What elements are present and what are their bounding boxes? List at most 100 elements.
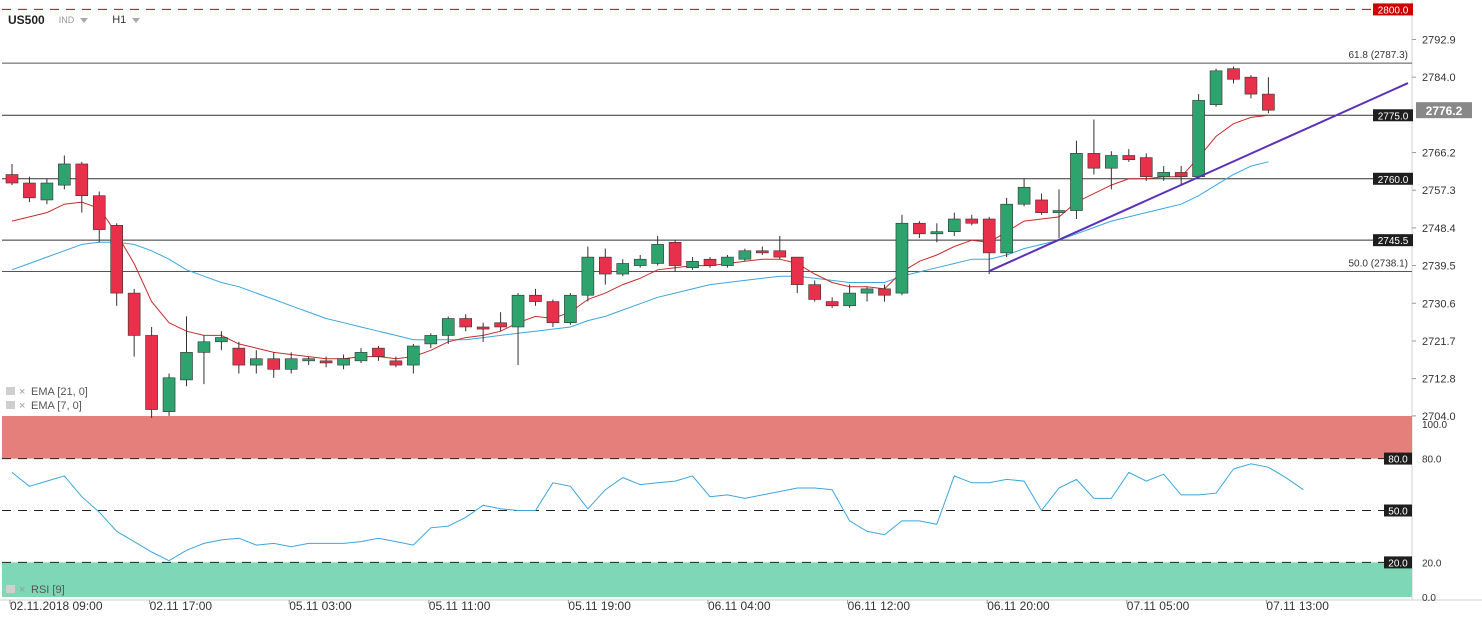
bull-candle: [686, 261, 699, 268]
bear-candle: [703, 258, 717, 266]
level-label: 2775.0: [1378, 111, 1409, 122]
time-tick-label: 05.11 19:00: [568, 599, 631, 613]
bear-candle: [1122, 155, 1136, 161]
bear-candle: [389, 360, 403, 366]
bull-candle: [407, 345, 420, 366]
symbol-label[interactable]: US500: [8, 13, 45, 27]
time-tick-label: 02.11.2018 09:00: [10, 599, 103, 613]
bear-candle: [232, 347, 246, 366]
bull-candle: [180, 352, 193, 381]
time-tick-label: 05.11 11:00: [429, 599, 491, 613]
price-tick-label: 2712.8: [1422, 374, 1456, 386]
price-tick-label: 2792.9: [1422, 34, 1456, 46]
indicator-remove-icon[interactable]: ×: [19, 400, 25, 412]
level-label: 2745.5: [1378, 236, 1409, 247]
time-tick-label: 05.11 03:00: [289, 599, 352, 613]
bear-candle: [5, 174, 19, 184]
time-tick-label: 07.11 13:00: [1266, 599, 1329, 613]
bear-candle: [773, 250, 787, 258]
bull-candle: [40, 182, 54, 201]
price-tick-label: 2739.5: [1422, 261, 1456, 273]
bear-candle: [913, 222, 926, 235]
bear-candle: [23, 182, 36, 199]
bear-candle: [75, 163, 89, 197]
bull-candle: [58, 163, 71, 186]
bear-candle: [476, 326, 490, 330]
ema7-line: [11, 114, 1269, 360]
bear-candle: [1139, 157, 1153, 177]
rsi-level-label-bg: [1384, 504, 1412, 517]
bull-candle: [511, 294, 525, 328]
bull-candle: [197, 341, 211, 353]
bull-candle: [354, 352, 368, 362]
rsi-tick-label: 100.0: [1422, 420, 1447, 431]
price-tick-label: 2721.7: [1422, 336, 1456, 348]
price-tick-label: 2757.3: [1422, 185, 1456, 197]
bear-candle: [127, 292, 141, 336]
bull-candle: [860, 288, 874, 294]
bear-candle: [1035, 199, 1048, 213]
instrument-dropdown-icon[interactable]: [80, 17, 89, 23]
level-label: 2760.0: [1378, 175, 1409, 186]
bear-candle: [756, 250, 769, 254]
bear-candle: [1244, 76, 1258, 95]
bear-candle: [92, 195, 106, 230]
indicator-remove-icon[interactable]: ×: [19, 584, 25, 596]
bull-candle: [215, 337, 228, 343]
rsi-oversold-zone: [2, 562, 1412, 597]
timeframe-label[interactable]: H1: [112, 14, 127, 26]
bull-candle: [651, 244, 664, 264]
bull-candle: [1052, 210, 1066, 213]
bear-candle: [372, 347, 385, 357]
rsi-level-label: 80.0: [1388, 455, 1408, 466]
fib-level-label: 61.8 (2787.3): [1349, 50, 1409, 61]
bear-candle: [1174, 172, 1188, 177]
ema21-legend-label: EMA [21, 0]: [31, 386, 88, 398]
level-label-bg: [1373, 234, 1413, 247]
bull-candle: [947, 218, 961, 233]
level-label-bg: [1373, 109, 1413, 122]
rsi-level-label: 20.0: [1388, 558, 1408, 569]
bull-candle: [1157, 172, 1170, 177]
rsi-tick-label: 20.0: [1422, 558, 1442, 569]
bull-candle: [633, 258, 647, 266]
rsi-tick-label: 0.0: [1422, 593, 1436, 604]
price-tick-label: 2748.4: [1422, 223, 1456, 235]
level-label-bg: [1373, 172, 1413, 185]
indicator-remove-icon[interactable]: ×: [19, 386, 25, 398]
bull-candle: [284, 358, 298, 370]
time-tick-label: 07.11 05:00: [1127, 599, 1190, 613]
bull-candle: [843, 292, 856, 307]
price-tick-label: 2730.6: [1422, 298, 1456, 310]
time-tick-label: 06.11 04:00: [708, 599, 771, 613]
time-tick-label: 06.11 20:00: [987, 599, 1050, 613]
timeframe-dropdown-icon[interactable]: [132, 17, 141, 23]
bear-candle: [267, 358, 281, 370]
bear-candle: [459, 318, 473, 328]
indicator-settings-icon[interactable]: [6, 585, 15, 593]
bull-candle: [1192, 100, 1205, 177]
bear-candle: [878, 288, 891, 296]
rsi-legend-label: RSI [9]: [31, 584, 65, 596]
price-tick-label: 2766.2: [1422, 148, 1456, 160]
bull-candle: [1105, 155, 1118, 169]
trendline: [988, 82, 1409, 272]
fib-level-label: 50.0 (2738.1): [1349, 259, 1409, 270]
bull-candle: [424, 335, 438, 345]
indicator-settings-icon[interactable]: [6, 387, 15, 395]
bear-candle: [1262, 93, 1275, 111]
bear-candle: [529, 294, 542, 302]
bear-candle: [546, 301, 560, 324]
bear-candle: [668, 241, 682, 266]
chart-header: US500 IND H1: [8, 11, 146, 29]
bull-candle: [1209, 70, 1223, 105]
last-price-label: 2776.2: [1426, 104, 1463, 118]
rsi-level-label-bg: [1384, 556, 1412, 569]
bull-candle: [895, 222, 909, 294]
indicator-settings-icon[interactable]: [6, 401, 15, 409]
bull-candle: [1017, 186, 1031, 205]
rsi-overbought-zone: [2, 416, 1412, 459]
bear-candle: [965, 218, 979, 224]
